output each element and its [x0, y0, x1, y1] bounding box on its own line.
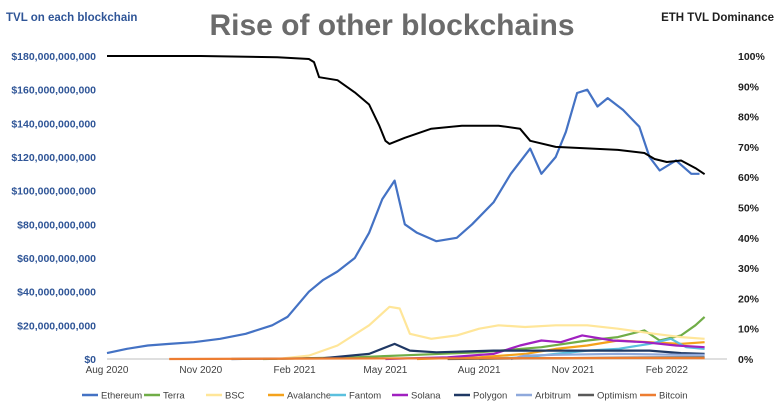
y-tick-label: $0: [84, 354, 96, 366]
y-tick-label: $60,000,000,000: [17, 253, 96, 265]
legend-label-optimism: Optimism: [597, 391, 637, 402]
x-tick-label: Aug 2020: [86, 365, 129, 376]
legend-label-avalanche: Avalanche: [287, 391, 331, 402]
y2-tick-label: 90%: [738, 81, 760, 93]
y-tick-label: $120,000,000,000: [11, 152, 96, 164]
right-axis-title: ETH TVL Dominance: [661, 12, 774, 24]
y2-tick-label: 30%: [738, 263, 760, 275]
series-line-eth-dominance: [107, 55, 706, 176]
series-line-solana: [385, 334, 705, 361]
legend-label-ethereum: Ethereum: [101, 391, 142, 402]
legend-label-bitcoin: Bitcoin: [659, 391, 688, 402]
series-line-bitcoin: [169, 356, 705, 361]
legend-label-fantom: Fantom: [349, 391, 381, 402]
y-tick-label: $20,000,000,000: [17, 320, 96, 332]
left-axis-title: TVL on each blockchain: [6, 12, 138, 24]
y2-tick-label: 70%: [738, 142, 760, 154]
x-tick-label: Nov 2021: [552, 365, 595, 376]
legend-label-solana: Solana: [411, 391, 441, 402]
y-tick-label: $180,000,000,000: [11, 51, 96, 63]
series-line-bsc: [277, 305, 705, 361]
legend-label-polygon: Polygon: [473, 391, 507, 402]
x-tick-label: Aug 2021: [458, 365, 501, 376]
x-tick-label: Feb 2022: [646, 365, 689, 376]
y2-tick-label: 10%: [738, 324, 760, 336]
y2-tick-label: 60%: [738, 172, 760, 184]
series-line-terra: [262, 316, 706, 361]
series-line-ethereum: [106, 88, 700, 355]
axes: $0 $20,000,000,000 $40,000,000,000 $60,000,…: [11, 51, 765, 376]
series-lines: [106, 55, 706, 361]
y2-tick-label: 100%: [738, 51, 766, 63]
legend-label-arbitrum: Arbitrum: [535, 391, 571, 402]
y2-tick-label: 80%: [738, 112, 760, 124]
x-tick-label: Feb 2021: [273, 365, 316, 376]
y-tick-label: $80,000,000,000: [17, 219, 96, 231]
series-line-arbitrum: [510, 352, 705, 361]
legend-label-bsc: BSC: [225, 391, 245, 402]
series-line-avalanche: [416, 339, 705, 361]
x-tick-label: Nov 2020: [179, 365, 222, 376]
chart-title: Rise of other blockchains: [209, 9, 575, 42]
y2-tick-label: 40%: [738, 233, 760, 245]
y-tick-label: $40,000,000,000: [17, 287, 96, 299]
legend: Ethereum Terra BSC Avalanche Fantom Solana Pol…: [82, 391, 688, 402]
y-tick-label: $160,000,000,000: [11, 85, 96, 97]
x-tick-label: May 2021: [363, 365, 407, 376]
y-tick-label: $100,000,000,000: [11, 186, 96, 198]
y2-tick-label: 20%: [738, 293, 760, 305]
legend-label-terra: Terra: [163, 391, 185, 402]
y2-tick-label: 50%: [738, 203, 760, 215]
y2-tick-label: 0%: [738, 354, 754, 366]
series-line-polygon: [231, 342, 705, 361]
y-tick-label: $140,000,000,000: [11, 118, 96, 130]
